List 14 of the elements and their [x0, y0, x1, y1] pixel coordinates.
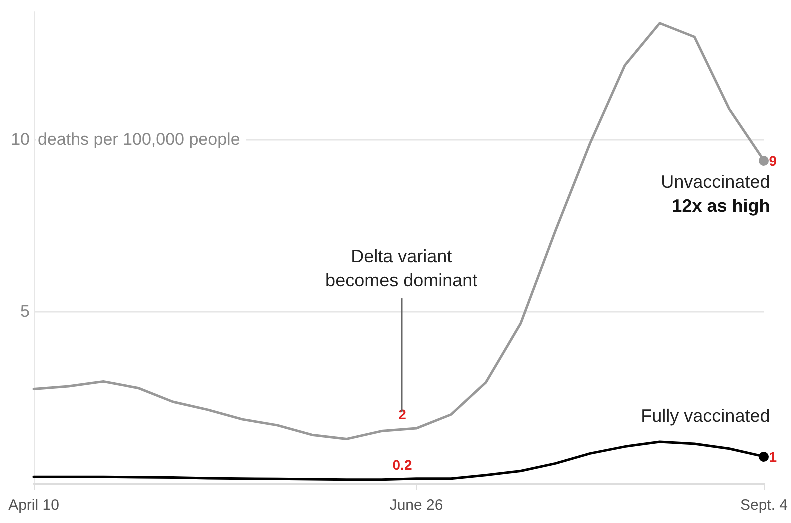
data-label: 1: [769, 448, 778, 465]
data-label: 9: [769, 152, 778, 169]
annotation: 12x as high: [672, 196, 770, 216]
y-tick-label: 5: [20, 302, 30, 322]
series-label: Unvaccinated: [661, 172, 770, 192]
series-label: Fully vaccinated: [641, 406, 770, 426]
x-tick-label: June 26: [390, 497, 444, 514]
y-axis-title: deaths per 100,000 people: [38, 130, 240, 149]
data-label: 2: [398, 406, 407, 423]
x-tick-label: Sept. 4: [740, 497, 788, 514]
x-tick-label: April 10: [8, 497, 60, 514]
ref-line-label: Delta variant becomes dominant: [326, 246, 478, 291]
data-label: 0.2: [392, 456, 412, 473]
y-tick-label: 10: [11, 130, 30, 149]
